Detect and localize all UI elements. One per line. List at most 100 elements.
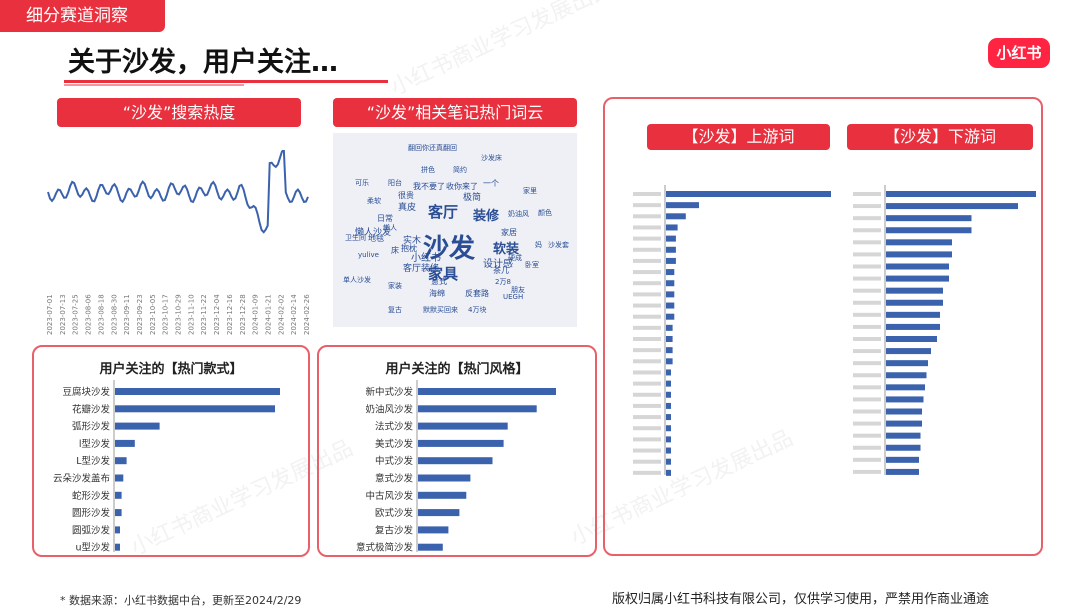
heat-date-tick: 2023-07-13 — [59, 294, 67, 335]
heat-date-tick: 2023-09-23 — [136, 294, 144, 335]
bar-label-placeholder — [853, 373, 881, 378]
bar-label-placeholder — [853, 445, 881, 450]
wordcloud-word: 很贵 — [398, 191, 414, 200]
bar-label-placeholder — [853, 361, 881, 366]
heat-date-tick: 2024-01-21 — [264, 294, 272, 335]
bar-label-placeholder — [633, 314, 661, 319]
bar — [666, 224, 678, 231]
bar-label-placeholder — [633, 247, 661, 252]
bar — [418, 491, 467, 499]
bar-label-placeholder — [633, 381, 661, 386]
bar — [666, 347, 673, 354]
downstream-chart — [853, 185, 1036, 475]
wordcloud-word: 小红书 — [411, 253, 441, 264]
wordcloud-word: 阳台 — [388, 179, 402, 187]
bar-label-placeholder — [633, 403, 661, 408]
bar-label-placeholder — [853, 421, 881, 426]
bar-label-placeholder — [633, 448, 661, 453]
bar-label-placeholder — [633, 470, 661, 475]
bar — [666, 447, 671, 454]
wordcloud-word: 抱枕 — [401, 244, 417, 253]
bar — [666, 291, 675, 298]
bar — [666, 302, 675, 309]
bar-category-label: 圆弧沙发 — [72, 524, 111, 536]
bar — [115, 439, 135, 447]
bar-label-placeholder — [853, 349, 881, 354]
bar-label-placeholder — [633, 281, 661, 286]
bar-label-placeholder — [853, 397, 881, 402]
heat-date-tick: 2024-02-26 — [303, 294, 311, 335]
bar-label-placeholder — [853, 204, 881, 209]
copyright-note: 版权归属小红书科技有限公司，仅供学习使用，严禁用作商业通途 — [612, 592, 990, 607]
bar-label-placeholder — [853, 433, 881, 438]
wordcloud-word: 我不要了 — [413, 182, 445, 191]
wordcloud-word: 软装 — [493, 242, 520, 257]
wordcloud-label: “沙发”相关笔记热门词云 — [333, 98, 577, 127]
wordcloud-word: 实木 — [403, 236, 422, 246]
bar-label-placeholder — [853, 300, 881, 305]
downstream-label: 【沙发】下游词 — [847, 124, 1033, 150]
bar — [666, 402, 671, 409]
hot-kinds-title: 用户关注的【热门款式】 — [99, 362, 243, 377]
bar-label-placeholder — [633, 303, 661, 308]
wordcloud-word: 沙发 — [423, 234, 476, 264]
bar — [886, 263, 949, 270]
bar — [886, 191, 1036, 197]
bar — [886, 456, 919, 463]
wordcloud-word: 地毯 — [368, 234, 384, 243]
hot-kinds-panel — [32, 345, 310, 557]
bar-label-placeholder — [633, 258, 661, 263]
bar — [666, 257, 676, 264]
bar — [115, 526, 120, 534]
bar — [886, 420, 922, 427]
bar — [666, 313, 675, 320]
title-underline — [64, 80, 388, 83]
bar — [886, 287, 943, 294]
data-source-note: * 数据来源：小红书数据中台，更新至2024/2/29 — [60, 594, 302, 607]
bar-label-placeholder — [853, 337, 881, 341]
wordcloud-word: UEGH — [503, 293, 524, 301]
bar — [886, 348, 931, 355]
bar — [886, 323, 940, 330]
bar — [418, 405, 537, 413]
bar — [418, 526, 449, 534]
bar-label-placeholder — [853, 469, 881, 474]
wordcloud-word: 日常 — [377, 214, 393, 223]
bar — [418, 388, 556, 395]
bar-label-placeholder — [633, 270, 661, 275]
wordcloud-word: 4万块 — [468, 306, 487, 314]
bar — [886, 336, 937, 342]
heat-date-tick: 2023-10-29 — [175, 294, 183, 335]
bar-category-label: 花瓣沙发 — [72, 403, 111, 415]
bar — [886, 215, 972, 222]
bar-category-label: 中古风沙发 — [365, 490, 413, 502]
bar — [115, 405, 275, 413]
bar — [666, 235, 676, 242]
bar-category-label: 圆形沙发 — [72, 507, 111, 519]
wordcloud-word: 设计感 — [483, 259, 513, 270]
bar-category-label: 云朵沙发盖布 — [53, 473, 110, 485]
bar-label-placeholder — [853, 192, 881, 196]
wordcloud-word: 真皮 — [398, 203, 417, 213]
bar — [666, 469, 671, 476]
heat-date-tick: 2023-07-01 — [46, 294, 54, 335]
heat-date-tick: 2023-12-28 — [239, 294, 247, 335]
bar — [666, 202, 699, 209]
wordcloud-word: yulive — [358, 251, 379, 259]
bar — [886, 227, 972, 234]
bar-label-placeholder — [853, 385, 881, 390]
bar-label-placeholder — [633, 236, 661, 241]
bar-category-label: 新中式沙发 — [365, 386, 413, 398]
bar-label-placeholder — [633, 292, 661, 297]
wordcloud-word: 可乐 — [355, 179, 369, 187]
wordcloud-word: 装修 — [473, 209, 500, 224]
bar — [115, 543, 120, 551]
bar — [666, 414, 671, 421]
bar — [115, 474, 124, 482]
wordcloud-word: 柔软 — [367, 197, 381, 205]
search-heat-line — [47, 150, 309, 234]
bar-label-placeholder — [633, 192, 661, 196]
heat-date-tick: 2023-07-25 — [72, 294, 80, 335]
upstream-chart — [633, 185, 831, 476]
bar-label-placeholder — [853, 216, 881, 221]
